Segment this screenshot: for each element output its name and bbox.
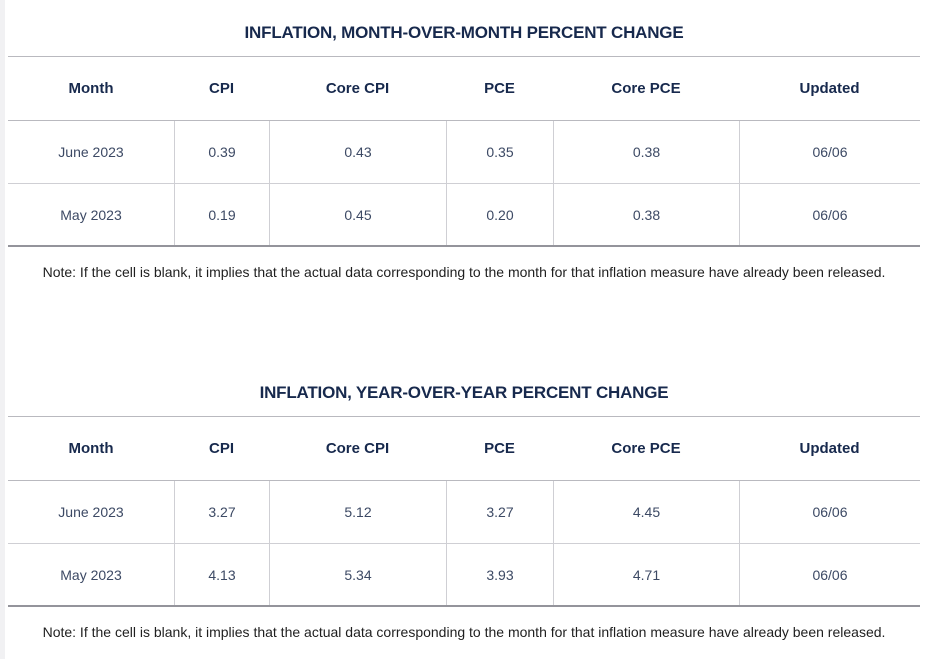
cell-core-pce: 0.38 [553, 121, 739, 183]
section-gap [8, 280, 920, 360]
cell-pce: 0.35 [446, 121, 553, 183]
table-row: June 2023 0.39 0.43 0.35 0.38 06/06 [8, 121, 920, 183]
yoy-table-section: INFLATION, YEAR-OVER-YEAR PERCENT CHANGE… [8, 360, 920, 640]
cell-month: May 2023 [60, 566, 122, 583]
yoy-header-row: Month CPI Core CPI PCE Core PCE Updated [8, 417, 920, 481]
table-note: Note: If the cell is blank, it implies t… [42, 624, 886, 640]
table-note: Note: If the cell is blank, it implies t… [42, 264, 886, 280]
cell-updated: 06/06 [739, 121, 920, 183]
mom-header-row: Month CPI Core CPI PCE Core PCE Updated [8, 57, 920, 121]
header-cell-core-cpi: Core CPI [325, 80, 390, 97]
cell-pce: 0.20 [446, 184, 553, 245]
cell-month: June 2023 [58, 144, 124, 160]
cell-core-cpi: 0.45 [269, 184, 446, 245]
header-cell-updated: Updated [799, 80, 860, 97]
inflation-tables-page: INFLATION, MONTH-OVER-MONTH PERCENT CHAN… [8, 0, 920, 640]
yoy-table: Month CPI Core CPI PCE Core PCE Updated … [8, 416, 920, 607]
header-cell-core-pce: Core PCE [611, 440, 681, 457]
cell-month: May 2023 [60, 206, 122, 223]
cell-cpi: 0.39 [174, 121, 269, 183]
cell-core-pce: 4.45 [553, 481, 739, 543]
header-cell-cpi: CPI [208, 440, 234, 457]
cell-updated: 06/06 [739, 544, 920, 605]
cell-pce: 3.27 [446, 481, 553, 543]
cell-cpi: 3.27 [174, 481, 269, 543]
table-row: May 2023 4.13 5.34 3.93 4.71 06/06 [8, 543, 920, 605]
cell-updated: 06/06 [739, 184, 920, 245]
cell-core-pce: 0.38 [553, 184, 739, 245]
header-cell-core-pce: Core PCE [611, 80, 681, 97]
cell-cpi: 4.13 [174, 544, 269, 605]
yoy-table-title: INFLATION, YEAR-OVER-YEAR PERCENT CHANGE [259, 383, 669, 402]
mom-table-title: INFLATION, MONTH-OVER-MONTH PERCENT CHAN… [244, 23, 684, 42]
header-cell-month: Month [68, 440, 114, 457]
cell-core-cpi: 5.12 [269, 481, 446, 543]
table-row: June 2023 3.27 5.12 3.27 4.45 06/06 [8, 481, 920, 543]
mom-table: Month CPI Core CPI PCE Core PCE Updated … [8, 56, 920, 247]
page-left-edge [0, 0, 5, 659]
header-cell-core-cpi: Core CPI [325, 440, 390, 457]
header-cell-pce: PCE [484, 80, 515, 97]
table-row: May 2023 0.19 0.45 0.20 0.38 06/06 [8, 183, 920, 245]
mom-table-section: INFLATION, MONTH-OVER-MONTH PERCENT CHAN… [8, 0, 920, 280]
cell-core-cpi: 0.43 [269, 121, 446, 183]
header-cell-updated: Updated [799, 440, 860, 457]
cell-month: June 2023 [58, 504, 124, 520]
cell-core-pce: 4.71 [553, 544, 739, 605]
header-cell-pce: PCE [484, 440, 515, 457]
cell-cpi: 0.19 [174, 184, 269, 245]
cell-pce: 3.93 [446, 544, 553, 605]
header-cell-month: Month [68, 80, 114, 97]
cell-core-cpi: 5.34 [269, 544, 446, 605]
header-cell-cpi: CPI [208, 80, 234, 97]
cell-updated: 06/06 [739, 481, 920, 543]
